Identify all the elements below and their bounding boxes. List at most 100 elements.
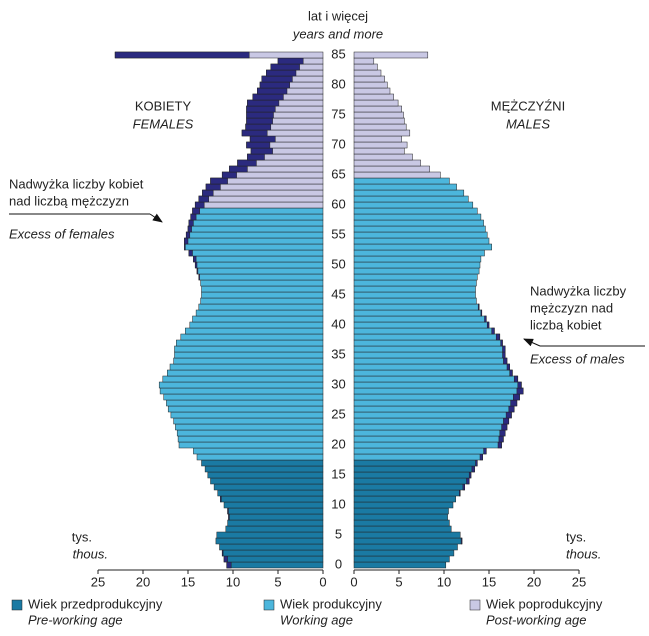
- bar: [353, 519, 450, 527]
- excess-bar: [257, 87, 288, 95]
- legend-label: Working age: [280, 612, 353, 627]
- bar: [353, 195, 469, 203]
- excess-bar: [250, 147, 273, 155]
- x-tick-label: 5: [274, 574, 281, 589]
- bar: [353, 339, 503, 347]
- y-tick-label: 45: [331, 286, 345, 301]
- bar: [201, 285, 324, 293]
- bar: [159, 387, 324, 395]
- bar: [353, 135, 402, 143]
- excess-bar: [516, 387, 524, 395]
- annotation: Excess of males: [530, 351, 625, 366]
- y-tick-label: 25: [331, 406, 345, 421]
- bar: [353, 69, 382, 77]
- bar: [188, 249, 324, 257]
- y-tick-label: 15: [331, 466, 345, 481]
- bar: [180, 333, 324, 341]
- bar: [173, 357, 324, 365]
- x-tick-label: 15: [181, 574, 195, 589]
- bar: [217, 489, 324, 497]
- bar: [353, 297, 477, 305]
- bar: [187, 225, 324, 233]
- annotation-arrow: [523, 338, 541, 347]
- excess-bar: [202, 189, 214, 197]
- bar: [158, 381, 324, 389]
- excess-bar: [510, 399, 518, 407]
- legend-swatch: [469, 599, 481, 611]
- bar: [198, 195, 324, 203]
- bar: [353, 387, 524, 395]
- excess-bar: [259, 81, 290, 89]
- y-tick-label: 55: [331, 226, 345, 241]
- excess-bar: [114, 51, 250, 59]
- bar: [353, 285, 476, 293]
- y-tick-label: 85: [331, 46, 345, 61]
- side-title: KOBIETY: [135, 98, 192, 113]
- bar: [200, 279, 324, 287]
- excess-bar: [471, 465, 475, 473]
- bar: [353, 495, 456, 503]
- excess-bar: [501, 423, 508, 431]
- bar: [353, 537, 463, 545]
- excess-bar: [513, 393, 520, 401]
- bar: [353, 279, 477, 287]
- x-tick-label: 20: [527, 574, 541, 589]
- legend-label: Wiek poprodukcyjny: [486, 596, 603, 611]
- x-tick-label: 5: [395, 574, 402, 589]
- bar: [228, 513, 324, 521]
- bar: [353, 165, 430, 173]
- bar: [227, 519, 324, 527]
- x-tick-label: 20: [136, 574, 150, 589]
- bar: [353, 399, 518, 407]
- excess-bar: [503, 417, 510, 425]
- bar: [353, 423, 508, 431]
- excess-bar: [184, 237, 189, 245]
- bar: [353, 315, 487, 323]
- excess-bar: [246, 141, 271, 149]
- bar: [353, 153, 413, 161]
- bar: [353, 237, 490, 245]
- bar: [170, 411, 324, 419]
- bar: [192, 207, 324, 215]
- bar: [353, 369, 513, 377]
- excess-bar: [247, 99, 280, 107]
- bar: [353, 261, 481, 269]
- bar: [353, 309, 483, 317]
- bar: [201, 291, 324, 299]
- excess-bar: [187, 225, 192, 233]
- bar: [178, 441, 324, 449]
- side-title: MALES: [506, 116, 550, 131]
- bar: [353, 435, 504, 443]
- bar: [198, 303, 324, 311]
- excess-bar: [468, 471, 472, 479]
- bar: [353, 321, 490, 329]
- excess-bar: [261, 75, 293, 83]
- bar: [353, 411, 512, 419]
- bar: [353, 105, 402, 113]
- y-tick-label: 75: [331, 106, 345, 121]
- bar: [353, 357, 508, 365]
- excess-bar: [246, 105, 276, 113]
- bar: [167, 405, 324, 413]
- excess-bar: [198, 195, 209, 203]
- excess-bar: [227, 507, 229, 515]
- bar: [353, 159, 421, 167]
- y-tick-label: 0: [335, 556, 342, 571]
- bar: [221, 171, 324, 179]
- bar: [353, 561, 447, 569]
- bar: [353, 471, 472, 479]
- excess-bar: [193, 255, 197, 263]
- excess-bar: [247, 153, 265, 161]
- bar: [225, 525, 324, 533]
- bar: [205, 183, 324, 191]
- excess-bar: [517, 381, 522, 389]
- bar: [189, 321, 324, 329]
- bar: [169, 363, 324, 371]
- bar: [207, 471, 324, 479]
- bar: [175, 423, 324, 431]
- bar: [353, 525, 452, 533]
- excess-bar: [198, 273, 200, 281]
- bar: [353, 507, 449, 515]
- excess-bar: [229, 165, 248, 173]
